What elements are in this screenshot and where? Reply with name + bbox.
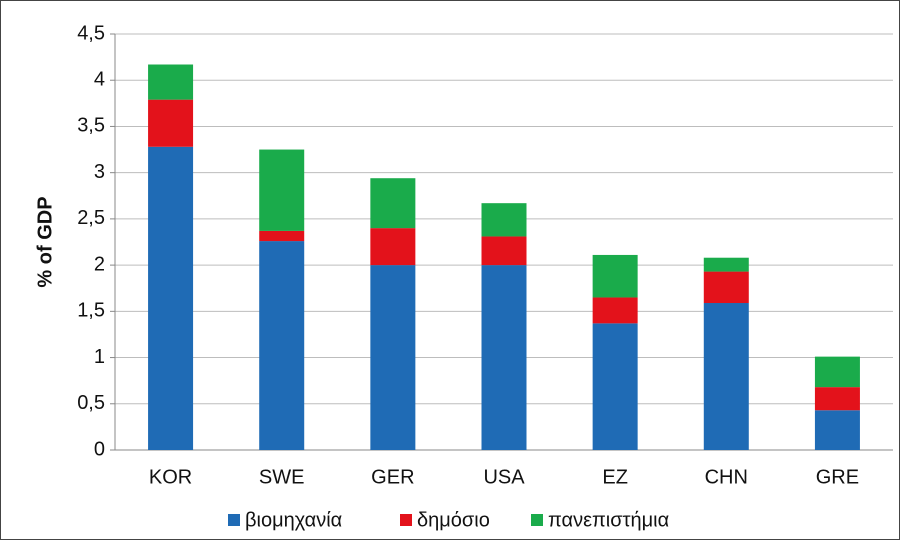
bar-segment: [814, 387, 860, 411]
legend-label: πανεπιστήμια: [548, 509, 669, 531]
x-tick-label: CHN: [705, 466, 748, 488]
bar-segment: [370, 228, 416, 266]
legend-label: δημόσιο: [417, 509, 490, 531]
bar-segment: [592, 254, 638, 298]
bar-segment: [259, 149, 305, 231]
y-tick-label: 4: [94, 69, 105, 91]
bar-segment: [703, 257, 749, 272]
bar-segment: [481, 203, 527, 237]
legend-swatch: [228, 514, 240, 526]
bar-segment: [592, 323, 638, 450]
y-tick-label: 2: [94, 253, 105, 275]
y-tick-label: 3: [94, 161, 105, 183]
y-tick-label: 2,5: [77, 207, 105, 229]
bar-segment: [703, 303, 749, 450]
y-tick-label: 4,5: [77, 22, 105, 44]
x-tick-label: USA: [483, 466, 525, 488]
bar-segment: [148, 64, 194, 100]
bar-segment: [370, 265, 416, 450]
y-tick-label: 0: [94, 438, 105, 460]
x-tick-label: EZ: [602, 466, 628, 488]
bar-segment: [814, 356, 860, 388]
bar-segment: [481, 236, 527, 266]
x-tick-label: GRE: [816, 466, 859, 488]
x-tick-label: SWE: [259, 466, 305, 488]
legend-swatch: [400, 514, 412, 526]
bar-segment: [259, 241, 305, 450]
bar-segment: [148, 99, 194, 147]
legend-label: βιομηχανία: [245, 509, 342, 531]
legend-swatch: [531, 514, 543, 526]
y-tick-label: 3,5: [77, 115, 105, 137]
y-tick-label: 1: [94, 346, 105, 368]
bar-segment: [814, 410, 860, 450]
bar-segment: [148, 146, 194, 450]
bar-segment: [370, 178, 416, 229]
bar-segment: [703, 271, 749, 304]
bar-segment: [481, 265, 527, 450]
y-tick-label: 0,5: [77, 392, 105, 414]
x-tick-label: GER: [371, 466, 414, 488]
bar-segment: [592, 297, 638, 324]
y-tick-label: 1,5: [77, 300, 105, 322]
y-axis-label: % of GDP: [34, 196, 56, 287]
bar-segment: [259, 230, 305, 242]
x-tick-label: KOR: [149, 466, 192, 488]
